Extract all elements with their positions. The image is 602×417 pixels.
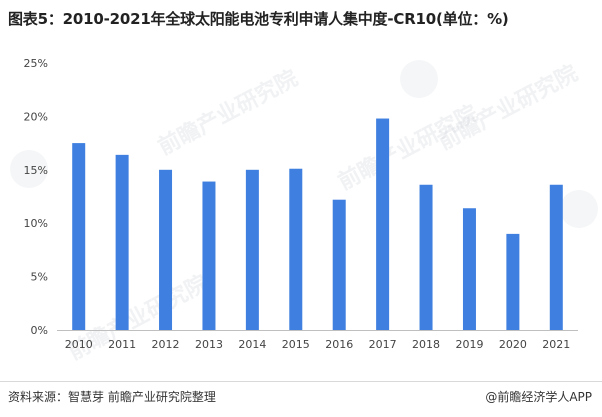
bar-2018 (419, 184, 433, 330)
bar-2013 (202, 181, 216, 330)
y-tick-label: 25% (24, 57, 48, 70)
bar-2012 (159, 169, 173, 330)
y-tick-label: 20% (24, 110, 48, 123)
x-tick-label: 2018 (412, 338, 440, 351)
bar-2016 (332, 199, 346, 330)
bar-2015 (289, 168, 303, 330)
bar-2010 (72, 143, 86, 330)
footer-divider (0, 381, 602, 382)
bar-2011 (115, 154, 129, 330)
chart-title: 图表5：2010-2021年全球太阳能电池专利申请人集中度-CR10(单位：%) (8, 10, 509, 28)
bar-2014 (245, 169, 259, 330)
bar-2019 (462, 208, 476, 330)
x-tick-label: 2012 (152, 338, 180, 351)
x-tick-label: 2019 (455, 338, 483, 351)
y-tick-label: 5% (31, 271, 48, 284)
x-tick-label: 2011 (108, 338, 136, 351)
bar-2017 (376, 118, 390, 330)
x-tick-label: 2017 (369, 338, 397, 351)
x-tick-label: 2020 (499, 338, 527, 351)
credit-note: @前瞻经济学人APP (485, 390, 592, 404)
y-axis: 0% 5% 10% 15% 20% 25% (24, 57, 48, 337)
y-tick-label: 0% (31, 324, 48, 337)
source-note: 资料来源：智慧芽 前瞻产业研究院整理 (8, 390, 216, 404)
y-tick-label: 10% (24, 217, 48, 230)
x-tick-label: 2021 (542, 338, 570, 351)
x-axis: 2010 2011 2012 2013 2014 2015 2016 2017 2018 2019… (65, 338, 571, 351)
bar-series (72, 118, 563, 330)
x-tick-label: 2014 (238, 338, 266, 351)
bar-2021 (549, 184, 563, 330)
bar-chart: 0%5%10%15%20%25% 2010 2011 2012 2013 2014 201… (24, 57, 578, 351)
y-tick-label: 15% (24, 164, 48, 177)
bar-2020 (506, 233, 520, 330)
x-tick-label: 2015 (282, 338, 310, 351)
x-tick-label: 2010 (65, 338, 93, 351)
x-tick-label: 2013 (195, 338, 223, 351)
x-tick-label: 2016 (325, 338, 353, 351)
